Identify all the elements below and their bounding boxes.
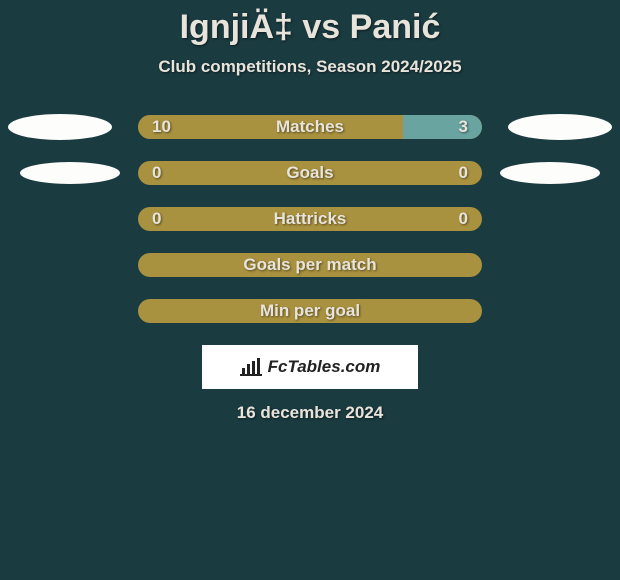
stat-label: Goals per match bbox=[138, 255, 482, 275]
footer-brand-text: FcTables.com bbox=[268, 357, 381, 377]
stat-row: 103Matches bbox=[0, 115, 620, 139]
player-right-oval bbox=[500, 162, 600, 184]
page-title: IgnjiÄ‡ vs Panić bbox=[0, 0, 620, 47]
stat-row: 00Goals bbox=[0, 161, 620, 185]
stat-bar: Goals per match bbox=[138, 253, 482, 277]
stat-row: Goals per match bbox=[0, 253, 620, 277]
chart-container: IgnjiÄ‡ vs Panić Club competitions, Seas… bbox=[0, 0, 620, 580]
stat-rows: 103Matches 00Goals 00Hattricks Goals per ma… bbox=[0, 115, 620, 323]
footer-brand-box[interactable]: FcTables.com bbox=[202, 345, 418, 389]
stat-bar: 00Hattricks bbox=[138, 207, 482, 231]
chart-icon bbox=[240, 358, 262, 376]
stat-row: 00Hattricks bbox=[0, 207, 620, 231]
player-left-oval bbox=[20, 162, 120, 184]
stat-label: Goals bbox=[138, 163, 482, 183]
stat-label: Min per goal bbox=[138, 301, 482, 321]
page-subtitle: Club competitions, Season 2024/2025 bbox=[0, 47, 620, 77]
stat-bar: 103Matches bbox=[138, 115, 482, 139]
stat-bar: Min per goal bbox=[138, 299, 482, 323]
stat-bar: 00Goals bbox=[138, 161, 482, 185]
player-left-oval bbox=[8, 114, 112, 140]
stat-row: Min per goal bbox=[0, 299, 620, 323]
stat-label: Hattricks bbox=[138, 209, 482, 229]
stat-label: Matches bbox=[138, 117, 482, 137]
date-text: 16 december 2024 bbox=[0, 403, 620, 423]
player-right-oval bbox=[508, 114, 612, 140]
